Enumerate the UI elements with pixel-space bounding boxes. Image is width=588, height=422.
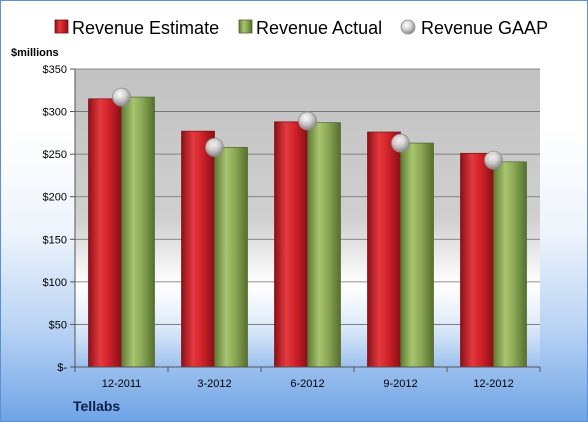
marker-revenue-gaap [112, 87, 131, 107]
y-tick-label: $150 [43, 234, 67, 246]
y-tick-label: $300 [43, 107, 67, 119]
legend-label-gaap: Revenue GAAP [421, 18, 548, 38]
x-tick-label: 6-2012 [290, 378, 324, 390]
x-axis: 12-2011 3-2012 6-2012 9-2012 12-2012 [74, 366, 541, 390]
y-tick-label: $100 [43, 277, 67, 289]
x-tick-label: 12-2011 [102, 378, 142, 390]
bar-revenue-estimate [181, 130, 215, 368]
y-tick-label: $250 [43, 149, 67, 161]
y-tick-label: $200 [43, 192, 67, 204]
bar-revenue-actual [307, 122, 341, 368]
bars [88, 96, 527, 368]
y-tick-label: $- [57, 362, 67, 374]
marker-revenue-gaap [484, 150, 503, 170]
bar-revenue-actual [214, 146, 248, 368]
bar-revenue-estimate [88, 98, 122, 368]
y-tick-label: $350 [43, 64, 67, 76]
legend-swatch-gaap [400, 19, 416, 35]
marker-revenue-gaap [298, 111, 317, 131]
bar-revenue-estimate [460, 152, 494, 368]
gaap-markers [112, 87, 503, 170]
legend-label-actual: Revenue Actual [256, 18, 382, 38]
y-tick-label: $50 [49, 319, 67, 331]
legend-swatch-actual [238, 19, 253, 34]
legend-swatch-estimate [54, 19, 69, 34]
legend: Revenue Estimate Revenue Actual Revenue … [54, 18, 548, 38]
y-axis: $- $50 $100 $150 $200 $250 $300 $350 [43, 64, 76, 374]
x-tick-label: 12-2012 [473, 378, 513, 390]
company-name: Tellabs [73, 398, 121, 414]
bar-revenue-actual [121, 96, 155, 368]
x-tick-label: 9-2012 [383, 378, 417, 390]
legend-item-actual: Revenue Actual [238, 18, 382, 38]
marker-revenue-gaap [391, 133, 410, 153]
marker-revenue-gaap [205, 137, 224, 157]
bar-revenue-actual [400, 142, 434, 368]
legend-label-estimate: Revenue Estimate [72, 18, 219, 38]
legend-item-estimate: Revenue Estimate [54, 18, 219, 38]
x-tick-label: 3-2012 [197, 378, 231, 390]
bar-revenue-estimate [274, 121, 308, 368]
y-axis-unit-label: $millions [11, 47, 59, 59]
bar-revenue-estimate [367, 131, 401, 368]
bar-revenue-actual [493, 161, 527, 368]
legend-item-gaap: Revenue GAAP [400, 18, 548, 38]
